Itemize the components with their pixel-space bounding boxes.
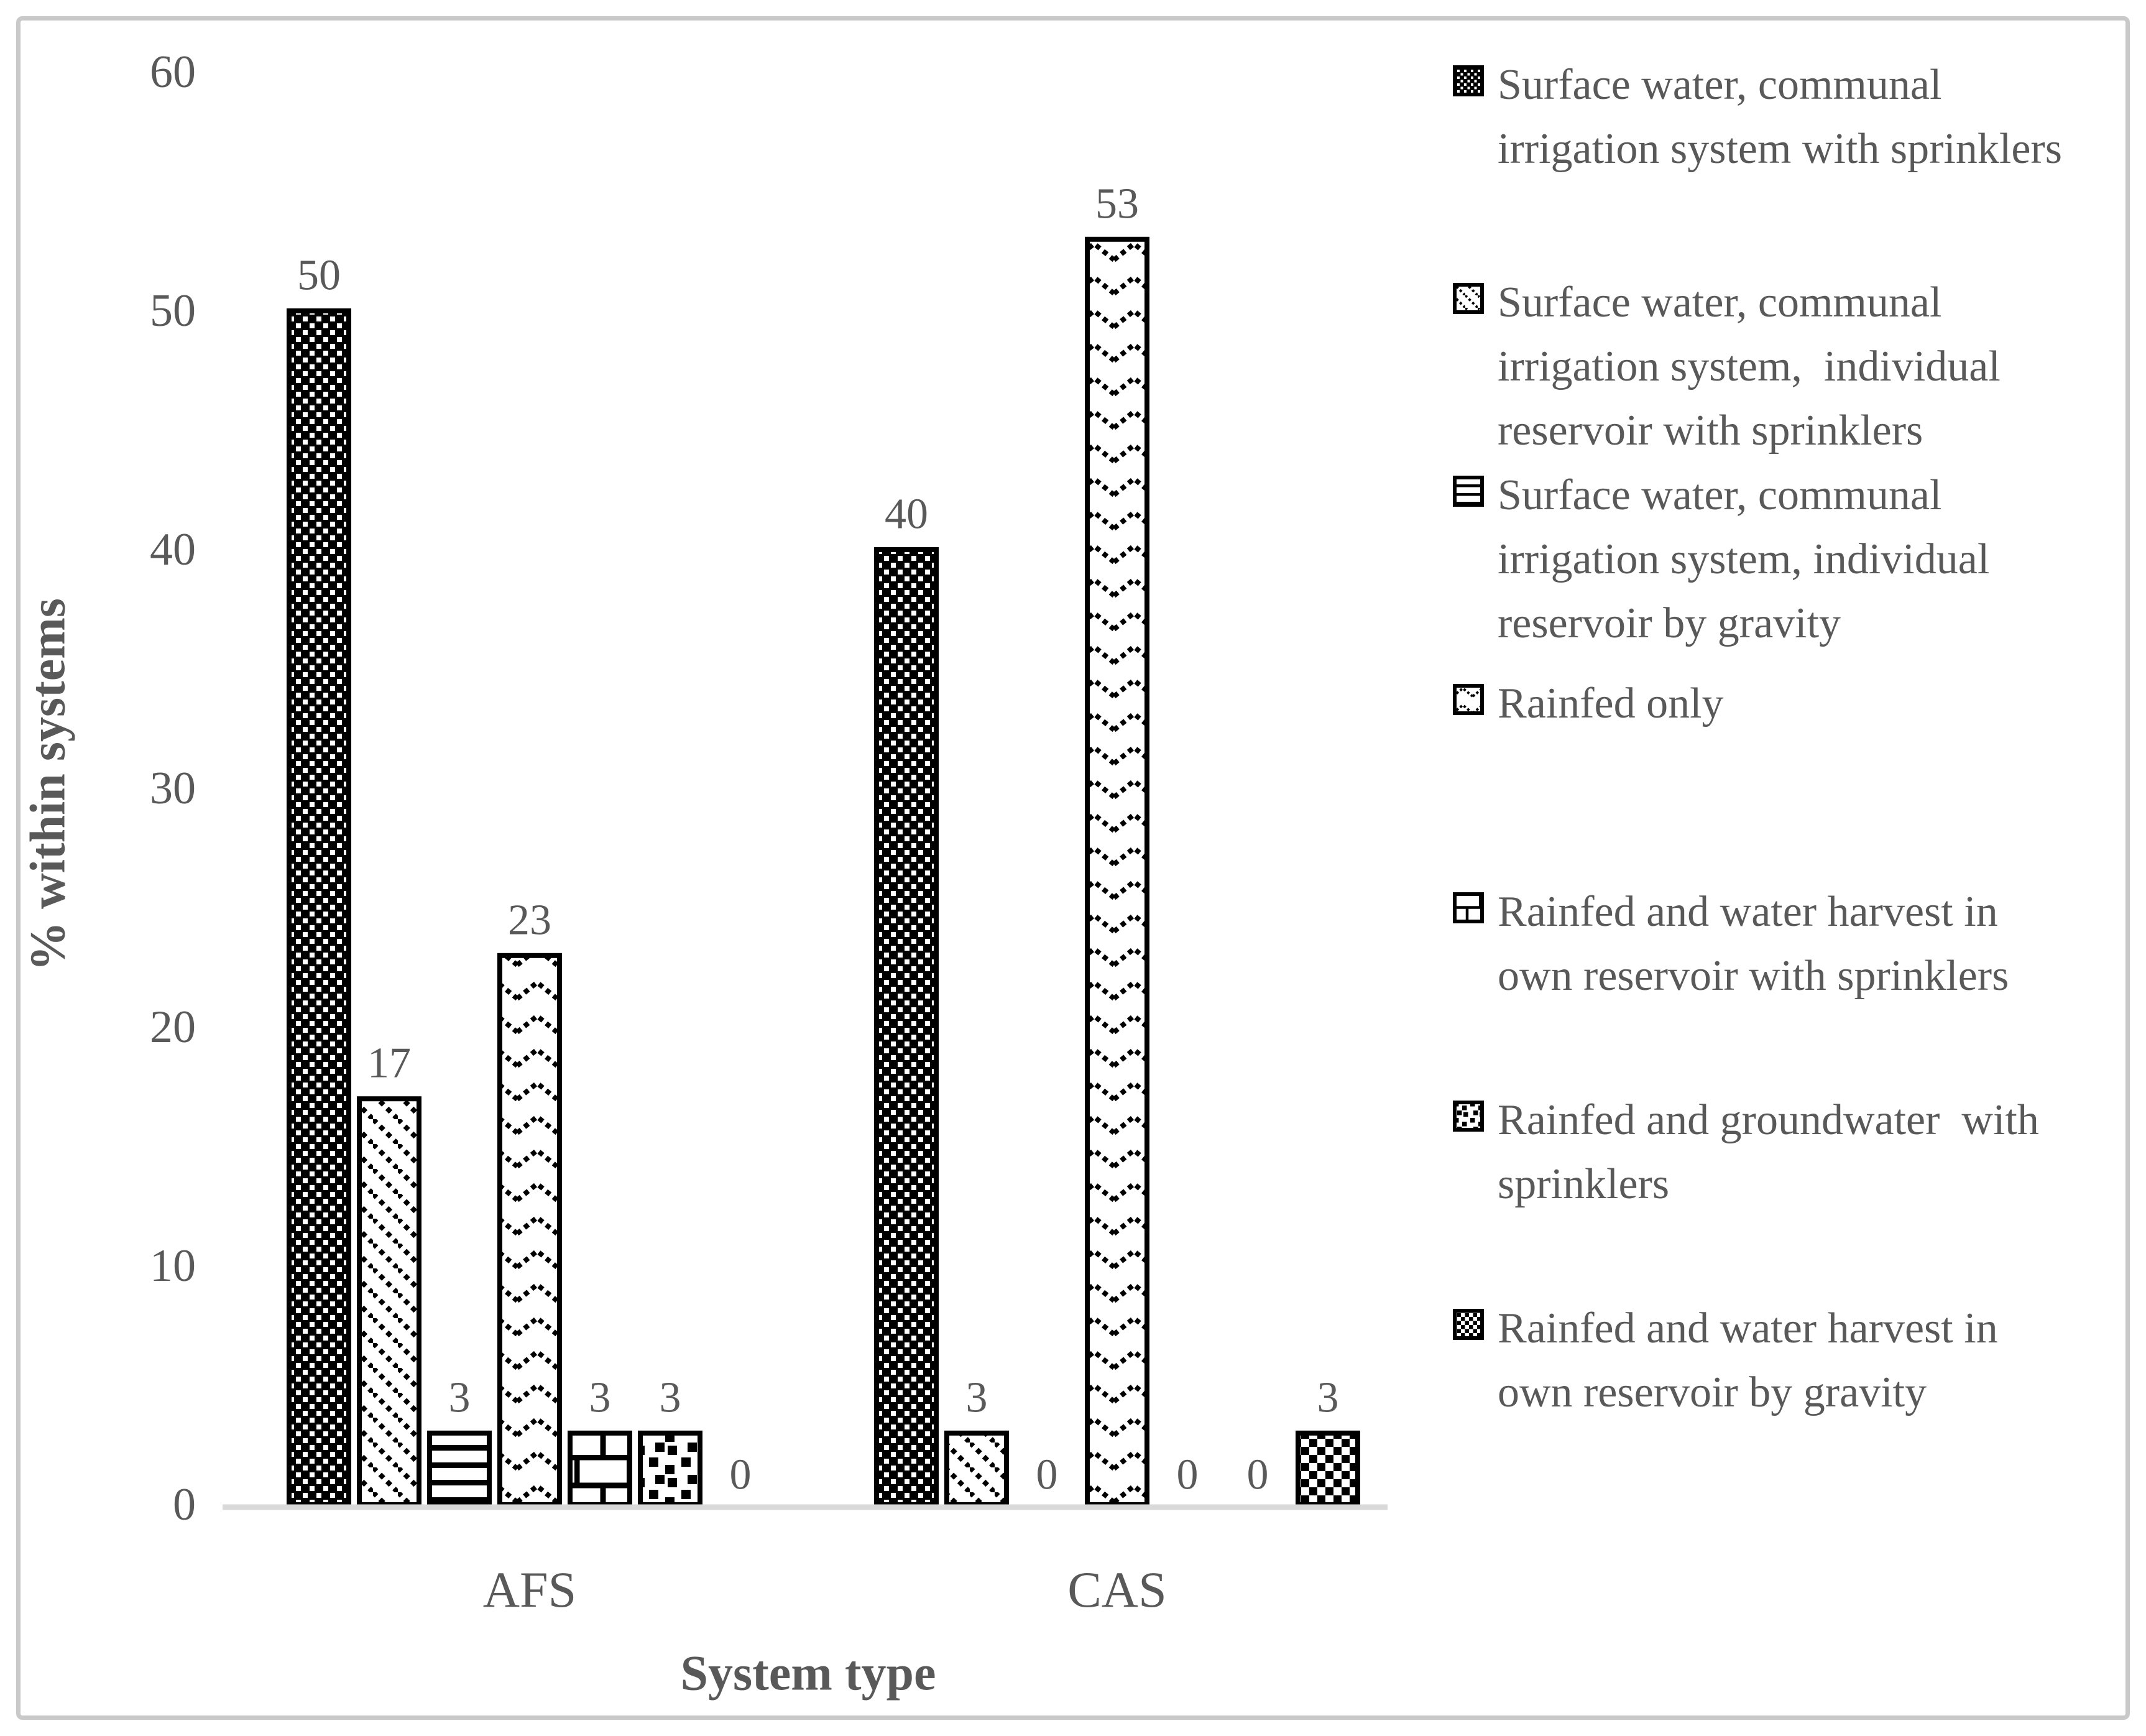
legend-label-line: irrigation system, individual xyxy=(1498,535,1990,583)
bar-value-label: 0 xyxy=(1177,1451,1199,1499)
legend-label: Surface water, communal irrigation system… xyxy=(1498,53,2132,181)
legend-entry: Rainfed and water harvest in own reservoi… xyxy=(1453,1296,2132,1424)
legend-swatch-fill xyxy=(1453,684,1484,715)
legend-entry: Rainfed only xyxy=(1453,672,2132,736)
bar-value-label: 17 xyxy=(367,1040,411,1087)
y-tick-label: 40 xyxy=(150,524,196,575)
legend-label-line: Surface water, communal xyxy=(1498,61,1942,109)
bar-value-label: 0 xyxy=(1247,1451,1269,1499)
legend-label-line: Rainfed and water harvest in xyxy=(1498,1304,1998,1352)
bar-value-label: 3 xyxy=(1317,1374,1339,1421)
bar-value-label: 3 xyxy=(449,1374,471,1421)
bar-cas-series-7 xyxy=(1296,1430,1360,1508)
legend-label: Surface water, communal irrigation system… xyxy=(1498,270,2132,463)
bar-value-label: 3 xyxy=(589,1374,611,1421)
bar-value-label: 3 xyxy=(966,1374,988,1421)
category-label-afs: AFS xyxy=(482,1561,577,1618)
legend-entry: Rainfed and groundwater with sprinklers xyxy=(1453,1088,2132,1216)
legend-swatch-fill xyxy=(1453,1101,1484,1132)
legend-label-line: sprinklers xyxy=(1498,1160,1670,1208)
scattered-squares-legend-swatch-icon xyxy=(1453,1101,1484,1132)
bar-value-label: 3 xyxy=(660,1374,681,1421)
y-tick-label: 60 xyxy=(150,47,196,98)
bar-value-label: 53 xyxy=(1095,180,1139,228)
horizontal-stripes-legend-swatch-icon xyxy=(1453,476,1484,507)
legend-label: Rainfed and groundwater with sprinklers xyxy=(1498,1088,2132,1216)
bar-value-label: 40 xyxy=(885,491,928,538)
legend-label-line: Rainfed and water harvest in xyxy=(1498,888,1998,936)
legend-swatch-fill xyxy=(1453,892,1484,923)
y-tick-label: 10 xyxy=(150,1240,196,1291)
x-axis-title: System type xyxy=(680,1646,936,1701)
legend-label-line: Surface water, communal xyxy=(1498,471,1942,519)
dotted-diagonal-stripes-legend-swatch-icon xyxy=(1453,283,1484,314)
legend-label-line: irrigation system, individual xyxy=(1498,343,2001,390)
y-axis-tick-labels: 0 10 20 30 40 50 60 xyxy=(150,47,196,1530)
legend-entry: Surface water, communal irrigation system… xyxy=(1453,270,2132,463)
y-axis-title: % within systems xyxy=(21,598,76,972)
legend-label-line: Surface water, communal xyxy=(1498,279,1942,326)
y-tick-label: 0 xyxy=(173,1479,196,1530)
bar-afs-series-5 xyxy=(568,1430,632,1508)
legend-label: Surface water, communal irrigation system… xyxy=(1498,463,2132,655)
legend-label-line: own reservoir by gravity xyxy=(1498,1369,1927,1416)
dense-white-dots-on-black-legend-swatch-icon xyxy=(1453,65,1484,96)
bar-value-label: 23 xyxy=(508,896,551,944)
legend-label: Rainfed only xyxy=(1498,672,2132,736)
legend-label-line: reservoir with sprinklers xyxy=(1498,407,1923,455)
checkerboard-legend-swatch-icon xyxy=(1453,1309,1484,1340)
y-tick-label: 20 xyxy=(150,1002,196,1053)
bar-cas-series-2 xyxy=(944,1430,1009,1508)
legend-swatch-fill xyxy=(1453,65,1484,96)
bar-afs-series-2 xyxy=(357,1096,421,1507)
legend-label-line: Rainfed and groundwater with xyxy=(1498,1096,2039,1144)
bar-cas-series-1 xyxy=(874,547,939,1507)
bar-afs-series-3 xyxy=(427,1430,492,1508)
bar-value-label: 0 xyxy=(730,1451,752,1499)
bars-layer xyxy=(287,236,1360,1508)
legend-swatch-fill xyxy=(1453,283,1484,314)
legend-swatch-fill xyxy=(1453,1309,1484,1340)
legend-label: Rainfed and water harvest in own reservoi… xyxy=(1498,880,2132,1008)
brick-legend-swatch-icon xyxy=(1453,892,1484,923)
bar-value-label: 50 xyxy=(297,252,341,300)
y-tick-label: 30 xyxy=(150,763,196,814)
category-label-cas: CAS xyxy=(1067,1561,1167,1618)
legend-entry: Surface water, communal irrigation system… xyxy=(1453,53,2132,181)
figure-border xyxy=(16,16,2130,1720)
legend-label: Rainfed and water harvest in own reservoi… xyxy=(1498,1296,2132,1424)
y-tick-label: 50 xyxy=(150,285,196,336)
legend-swatch-fill xyxy=(1453,476,1484,507)
legend-label-line: own reservoir with sprinklers xyxy=(1498,952,2009,1000)
legend-label-line: Rainfed only xyxy=(1498,680,1724,727)
bar-cas-series-4 xyxy=(1085,236,1149,1507)
legend-entry: Rainfed and water harvest in own reservoi… xyxy=(1453,880,2132,1008)
bar-afs-series-6 xyxy=(638,1430,702,1508)
bar-afs-series-1 xyxy=(287,308,351,1507)
bar-value-label: 0 xyxy=(1036,1451,1058,1499)
bar-afs-series-4 xyxy=(497,953,562,1508)
legend-entry: Surface water, communal irrigation system… xyxy=(1453,463,2132,655)
legend-label-line: irrigation system with sprinklers xyxy=(1498,125,2062,173)
legend-label-line: reservoir by gravity xyxy=(1498,599,1841,647)
zigzag-chevrons-legend-swatch-icon xyxy=(1453,684,1484,715)
